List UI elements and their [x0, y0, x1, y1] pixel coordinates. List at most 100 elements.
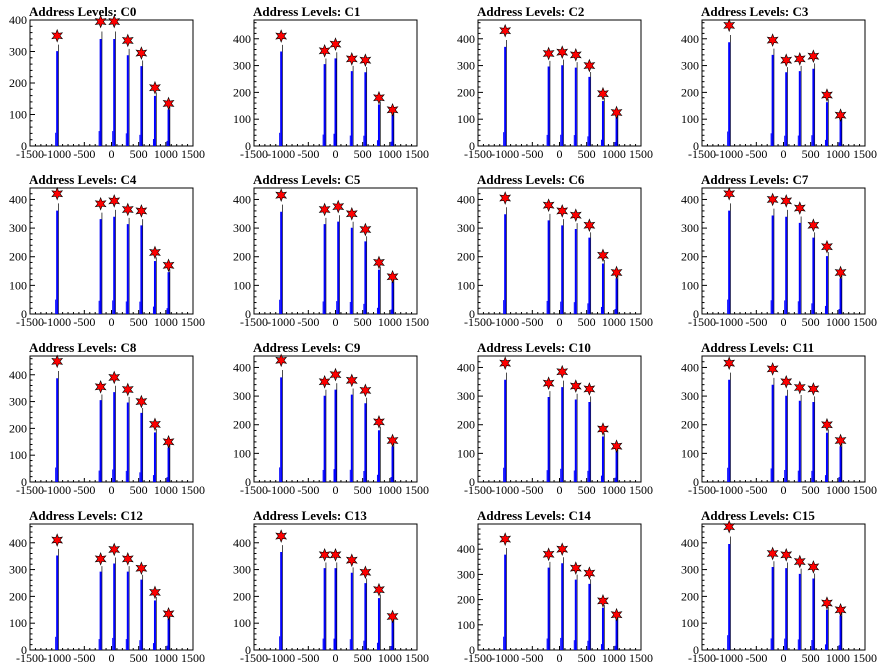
y-tick-label: 200	[233, 418, 251, 432]
panel-title: Address Levels: C3	[701, 4, 809, 19]
peak-marker	[135, 561, 148, 576]
peak-marker	[821, 88, 833, 102]
y-tick-label: 200	[681, 418, 699, 432]
y-tick-label: 400	[233, 536, 251, 550]
x-tick-label: 1000	[602, 651, 626, 665]
peak-marker	[318, 374, 331, 389]
peak-marker	[373, 415, 385, 429]
y-tick-label: 0	[469, 139, 475, 153]
peak-marker	[499, 191, 512, 205]
peak-marker	[318, 548, 331, 562]
peak-marker	[597, 422, 609, 436]
panel-title: Address Levels: C15	[701, 508, 815, 523]
y-tick-label: 200	[233, 250, 251, 264]
peak-marker	[499, 532, 512, 546]
peak-marker	[94, 552, 107, 566]
x-tick-label: 1000	[154, 147, 178, 161]
y-tick-label: 100	[9, 616, 27, 630]
x-tick-label: 1000	[602, 315, 626, 329]
x-tick-label: 0	[781, 483, 787, 497]
peak-marker	[149, 80, 161, 95]
x-tick-label: -1500	[240, 651, 268, 665]
x-tick-label: -1500	[688, 483, 716, 497]
peak-marker	[583, 218, 596, 233]
peak-marker	[94, 196, 107, 211]
peak-marker	[121, 382, 134, 397]
x-tick-label: 1000	[154, 651, 178, 665]
peak-marker	[51, 354, 64, 369]
peak-marker	[723, 519, 736, 534]
x-tick-label: 0	[557, 651, 563, 665]
peak-marker	[583, 566, 596, 580]
x-tick-label: -1000	[491, 651, 519, 665]
x-tick-label: -1000	[43, 315, 71, 329]
y-tick-label: 300	[457, 567, 475, 581]
x-tick-label: 1500	[405, 651, 429, 665]
x-tick-label: -500	[521, 147, 543, 161]
x-tick-label: -500	[745, 651, 767, 665]
y-tick-label: 100	[681, 446, 699, 460]
x-tick-label: -1000	[715, 147, 743, 161]
y-tick-label: 200	[9, 589, 27, 603]
peak-marker	[359, 222, 372, 237]
peak-marker	[318, 44, 331, 58]
y-tick-label: 200	[457, 85, 475, 99]
peak-marker	[542, 376, 555, 391]
peak-marker	[542, 46, 555, 61]
x-tick-label: 500	[802, 147, 820, 161]
y-tick-label: 100	[233, 616, 251, 630]
peak-marker	[275, 529, 288, 543]
x-tick-label: 1500	[853, 483, 877, 497]
panel-title: Address Levels: C12	[29, 508, 143, 523]
y-tick-label: 400	[457, 542, 475, 556]
peak-marker	[162, 96, 175, 111]
y-tick-label: 400	[233, 360, 251, 374]
x-tick-label: -500	[297, 483, 319, 497]
y-tick-label: 400	[9, 192, 27, 206]
peak-marker	[275, 353, 288, 368]
x-tick-label: -1000	[715, 483, 743, 497]
y-tick-label: 0	[21, 643, 27, 657]
x-tick-label: -1500	[240, 315, 268, 329]
x-tick-label: 0	[333, 651, 339, 665]
x-tick-label: -1500	[16, 651, 44, 665]
peak-marker	[821, 239, 833, 254]
x-tick-label: -500	[521, 483, 543, 497]
x-tick-label: 500	[802, 651, 820, 665]
peak-marker	[108, 370, 121, 385]
x-tick-label: 500	[130, 483, 148, 497]
panel-title: Address Levels: C8	[29, 340, 137, 355]
x-tick-label: -1500	[464, 483, 492, 497]
peak-marker	[318, 202, 331, 217]
panel-6: Address Levels: C6 0 100 200 300 400 -1500 -100…	[457, 172, 653, 329]
y-tick-label: 0	[245, 139, 251, 153]
peak-marker	[94, 380, 107, 394]
y-tick-label: 400	[457, 360, 475, 374]
peak-marker	[162, 434, 175, 449]
peak-marker	[386, 609, 399, 624]
y-tick-label: 200	[457, 250, 475, 264]
x-tick-label: 0	[333, 483, 339, 497]
y-tick-label: 400	[9, 368, 27, 382]
y-tick-label: 300	[9, 395, 27, 409]
x-tick-label: 1500	[629, 651, 653, 665]
peak-marker	[108, 194, 121, 208]
y-tick-label: 200	[681, 589, 699, 603]
x-tick-label: -1000	[267, 483, 295, 497]
y-tick-label: 0	[469, 307, 475, 321]
peak-marker	[834, 433, 847, 448]
peak-marker	[149, 417, 161, 432]
x-tick-label: -1000	[491, 147, 519, 161]
panel-title: Address Levels: C7	[701, 172, 809, 187]
x-tick-label: -1500	[688, 147, 716, 161]
x-tick-label: -1500	[688, 315, 716, 329]
peak-marker	[807, 382, 820, 396]
x-tick-label: 0	[333, 147, 339, 161]
x-tick-label: -1000	[491, 483, 519, 497]
y-tick-label: 100	[9, 448, 27, 462]
y-tick-label: 300	[9, 563, 27, 577]
panel-title: Address Levels: C0	[29, 4, 136, 19]
x-tick-label: 1000	[826, 483, 850, 497]
x-tick-label: 500	[354, 147, 372, 161]
